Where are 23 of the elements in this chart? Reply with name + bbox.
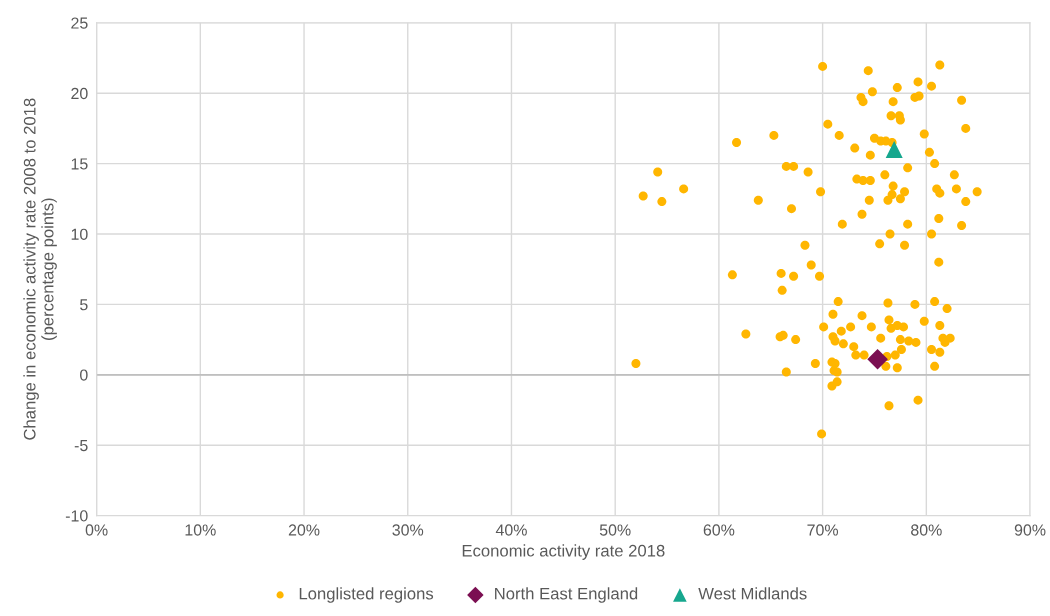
x-axis-title: Economic activity rate 2018 <box>462 544 665 560</box>
y-tick-label: -5 <box>74 439 88 452</box>
y-tick-label: 5 <box>80 299 88 311</box>
y-tick-label: 15 <box>71 158 88 170</box>
x-tick-label: 60% <box>703 524 735 536</box>
x-tick-label: 80% <box>911 524 942 536</box>
x-tick-label: 30% <box>392 524 424 536</box>
legend-label: West Midlands <box>698 587 807 600</box>
x-tick-label: 20% <box>288 524 320 536</box>
x-tick-label: 90% <box>1014 524 1046 536</box>
y-tick-label: 0 <box>80 369 88 381</box>
y-tick-label: -10 <box>65 510 88 522</box>
y-tick-label: 20 <box>71 87 88 100</box>
legend-label: Longlisted regions <box>299 587 434 603</box>
x-tick-label: 40% <box>495 524 527 536</box>
x-tick-label: 0% <box>85 524 108 536</box>
legend-label: North East England <box>495 587 638 603</box>
x-tick-label: 70% <box>807 524 839 536</box>
y-tick-label: 10 <box>71 228 88 240</box>
x-tick-label: 10% <box>185 524 216 536</box>
y-tick-label: 25 <box>71 17 88 29</box>
y-axis-title: Change in economic activity rate 2008 to 2018 (percentage points) <box>23 98 57 440</box>
x-tick-label: 50% <box>599 524 631 536</box>
